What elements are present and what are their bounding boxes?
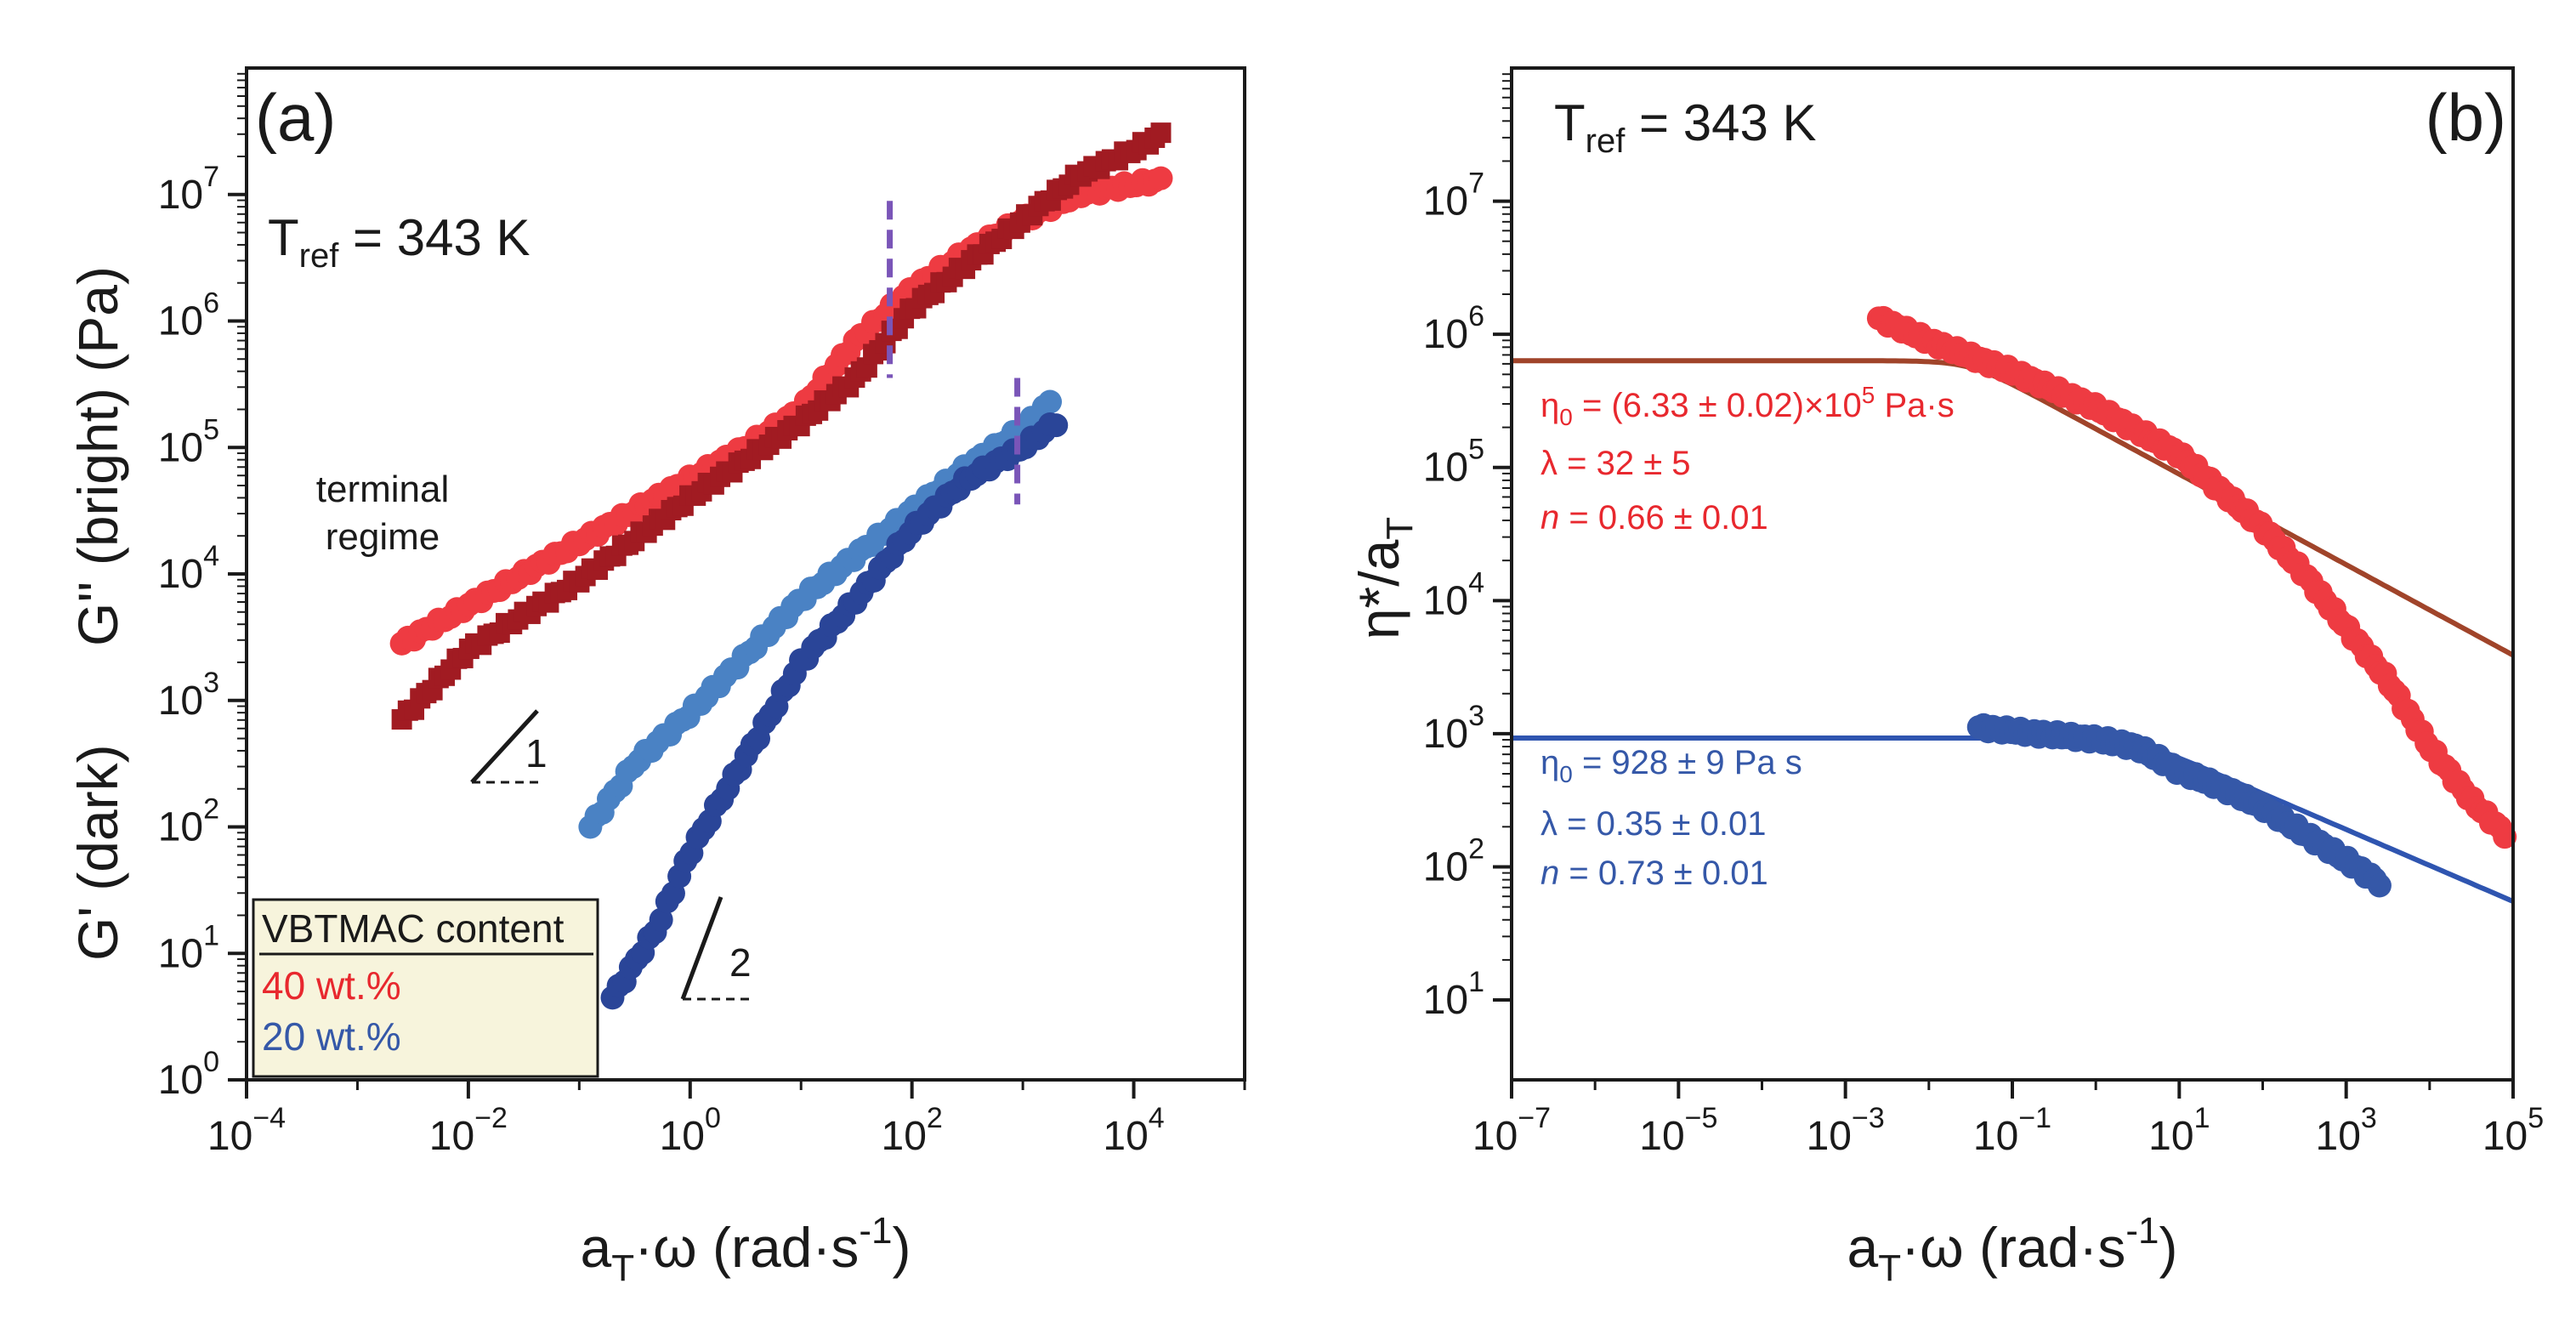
- x-tick-label: 10−4: [207, 1102, 286, 1159]
- panel-b-x-ticks: 10−7 10−5 10−3 10−1 101 103 105: [1472, 1080, 2544, 1159]
- panel-b-y-axis-label: η*/aT: [1348, 517, 1421, 639]
- y-tick-label: 104: [1423, 566, 1484, 623]
- y-tick-label: 105: [1423, 434, 1484, 491]
- y-tick-label: 105: [158, 413, 219, 470]
- data-point: [2493, 825, 2517, 849]
- series-g-20-wt-: [578, 389, 1063, 839]
- data-point: [1038, 389, 1063, 414]
- fit-40-n: n = 0.66 ± 0.01: [1540, 499, 1768, 537]
- slope-label-2: 2: [729, 940, 752, 985]
- x-tick-label: 101: [2148, 1102, 2210, 1159]
- x-tick-label: 10−5: [1639, 1102, 1717, 1159]
- fit-20-eta0: η0 = 928 ± 9 Pa s: [1540, 744, 1802, 787]
- data-point: [1149, 166, 1173, 190]
- panel-b-y-ticks: 101 102 103 104 105 106 107: [1423, 73, 1512, 1023]
- y-axis-label-lower: G' (dark): [66, 744, 129, 961]
- panel-b-series: [1512, 305, 2517, 904]
- y-tick-label: 106: [158, 287, 219, 344]
- panel-a-x-axis-label: aT·ω (rad·s-1): [581, 1210, 911, 1289]
- legend-entry-20: 20 wt.%: [262, 1014, 401, 1059]
- fit-params-40: η0 = (6.33 ± 0.02)×105 Pa·s λ = 32 ± 5 n…: [1540, 382, 1955, 537]
- fit-params-20: η0 = 928 ± 9 Pa s λ = 0.35 ± 0.01 n = 0.…: [1540, 744, 1802, 892]
- legend-entry-40: 40 wt.%: [262, 963, 401, 1008]
- legend-title: VBTMAC content: [262, 906, 565, 951]
- data-point: [1044, 413, 1069, 438]
- x-tick-label: 10−2: [429, 1102, 508, 1159]
- y-tick-label: 102: [158, 793, 219, 850]
- panel-a: 10−4 10−2 100 102 104 1001011021031041051061…: [66, 66, 1246, 1289]
- data-point: [649, 907, 673, 932]
- panel-a-reference-lines: [887, 201, 1021, 505]
- panel-a-y-ticks: 100 101 102 103 104 105 106 107: [158, 72, 247, 1103]
- y-tick-label: 106: [1423, 300, 1484, 357]
- panel-b: 10−7 10−5 10−3 10−1 101 103 105 10110210310410…: [1348, 66, 2544, 1289]
- panel-a-series: [389, 122, 1173, 1010]
- x-tick-label: 103: [2316, 1102, 2377, 1159]
- y-tick-label: 103: [158, 667, 219, 724]
- x-tick-label: 10−7: [1472, 1102, 1551, 1159]
- fit-20-lambda: λ = 0.35 ± 0.01: [1540, 805, 1766, 843]
- fit-40-lambda: λ = 32 ± 5: [1540, 445, 1691, 482]
- series-g-20-wt-: [600, 412, 1069, 1010]
- panel-a-tref: Tref = 343 K: [268, 209, 531, 275]
- y-tick-label: 101: [1423, 966, 1484, 1023]
- y-tick-label: 101: [158, 919, 219, 976]
- legend: VBTMAC content 40 wt.% 20 wt.%: [252, 898, 599, 1078]
- panel-b-x-axis-label: aT·ω (rad·s-1): [1847, 1210, 2178, 1289]
- legend-box: [252, 898, 599, 1078]
- data-point: [1150, 122, 1172, 144]
- y-tick-label: 102: [1423, 832, 1484, 889]
- x-tick-label: 104: [1103, 1102, 1164, 1159]
- series-20-wt-data: [1966, 713, 2392, 898]
- slope-triangle-2: 2: [680, 896, 755, 1001]
- y-tick-label: 104: [158, 540, 219, 597]
- panel-b-tref: Tref = 343 K: [1554, 94, 1817, 160]
- fit-40-eta0: η0 = (6.33 ± 0.02)×105 Pa·s: [1540, 382, 1955, 430]
- x-tick-label: 10−1: [1973, 1102, 2051, 1159]
- x-tick-label: 105: [2482, 1102, 2544, 1159]
- x-tick-label: 102: [882, 1102, 943, 1159]
- panel-b-label: (b): [2426, 80, 2506, 155]
- fit-20-n: n = 0.73 ± 0.01: [1540, 855, 1768, 892]
- series-g-40-wt-: [391, 122, 1172, 730]
- panel-a-label: (a): [255, 80, 336, 155]
- y-tick-label: 100: [158, 1046, 219, 1103]
- y-tick-label: 107: [158, 161, 219, 218]
- y-tick-label: 107: [1423, 168, 1484, 224]
- panel-a-x-ticks: 10−4 10−2 100 102 104: [207, 1080, 1246, 1159]
- slope-triangle-1: 1: [470, 709, 548, 784]
- x-tick-label: 100: [660, 1102, 721, 1159]
- y-tick-label: 103: [1423, 700, 1484, 757]
- x-tick-label: 10−3: [1807, 1102, 1885, 1159]
- y-axis-label-upper: G'' (bright) (Pa): [66, 266, 129, 646]
- series-40-wt-data: [1866, 305, 2517, 849]
- data-point: [2367, 873, 2392, 898]
- slope-label-1: 1: [525, 731, 548, 775]
- annotation-terminal-regime: terminal regime: [316, 469, 450, 558]
